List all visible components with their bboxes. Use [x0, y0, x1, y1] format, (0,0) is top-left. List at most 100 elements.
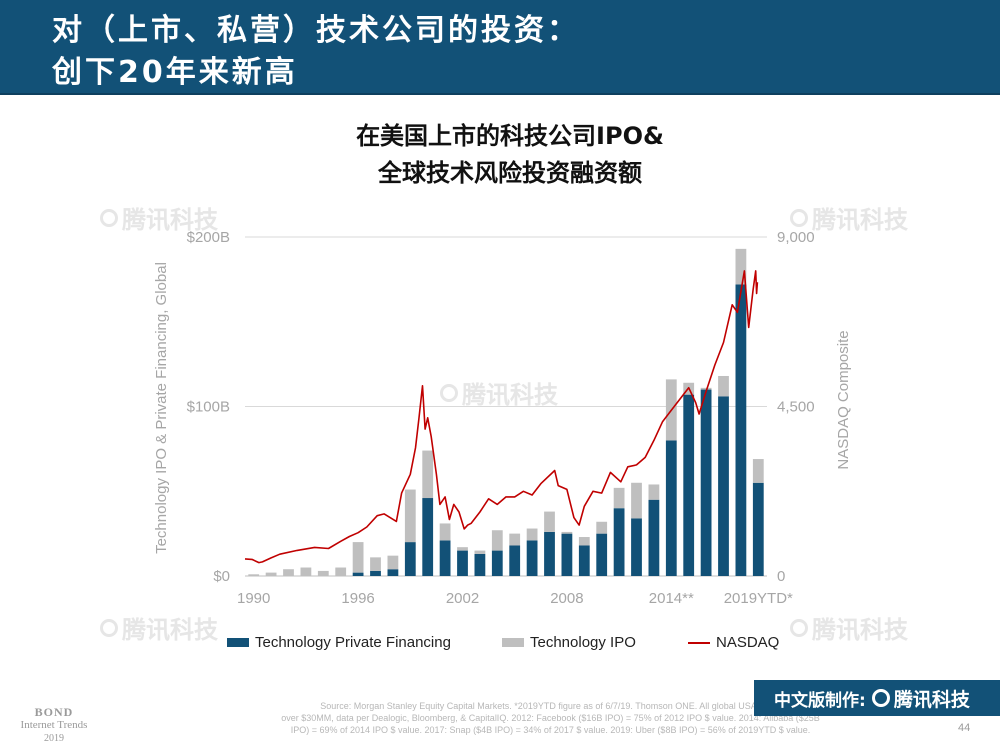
bar-private-financing [718, 396, 729, 576]
bar-ipo [613, 487, 625, 509]
source-line: over $30MM, data per Dealogic, Bloomberg… [281, 713, 820, 723]
bar-ipo [300, 567, 312, 576]
chart-title-line-1: 在美国上市的科技公司IPO& [356, 122, 664, 150]
slide-title-line-2: 创下20年来新高 [52, 55, 298, 90]
bond-logo-subtitle: Internet Trends [20, 719, 88, 731]
bar-private-financing [457, 550, 468, 576]
chart-legend: Technology Private Financing Technology … [0, 634, 1000, 656]
legend-swatch-ipo [502, 638, 524, 647]
legend-swatch-private-financing [227, 638, 249, 647]
x-tick-label: 2019YTD* [724, 590, 793, 607]
bar-ipo [457, 547, 468, 551]
bar-ipo [735, 248, 747, 285]
tencent-logo-icon [871, 689, 890, 707]
bar-ipo [752, 459, 764, 483]
legend-label: NASDAQ [716, 634, 780, 651]
bar-ipo [648, 484, 660, 500]
legend-label: Technology IPO [530, 634, 636, 651]
watermark-logo: 腾讯科技 [440, 375, 558, 410]
legend-item-private-financing: Technology Private Financing [227, 634, 451, 651]
bar-private-financing [752, 482, 764, 576]
chart-title-line-2: 全球技术风险投资融资额 [378, 159, 642, 187]
bar-ipo [474, 550, 486, 554]
bar-ipo [596, 521, 608, 534]
y-tick-label-left: $200B [187, 229, 230, 246]
source-line: Source: Morgan Stanley Equity Capital Ma… [320, 701, 781, 711]
bar-ipo [422, 450, 434, 499]
bar-private-financing [613, 508, 625, 576]
y-tick-label-right: 4,500 [777, 399, 815, 416]
y-axis-title-left: Technology IPO & Private Financing, Glob… [153, 262, 170, 554]
bar-ipo [509, 533, 521, 546]
bar-private-financing [387, 569, 399, 576]
watermark-circle-icon [440, 383, 458, 402]
bar-private-financing [631, 518, 642, 576]
bond-logo-year: 2019 [44, 733, 64, 744]
slide-header: 对（上市、私营）技术公司的投资： 创下20年来新高 [0, 0, 1000, 95]
x-tick-label: 1996 [341, 590, 374, 607]
bar-ipo [248, 574, 260, 576]
watermark-logo: 腾讯科技 [100, 200, 218, 235]
watermark-circle-icon [100, 618, 118, 637]
legend-item-ipo: Technology IPO [502, 634, 636, 651]
bar-ipo [631, 482, 642, 519]
bar-private-financing [544, 531, 555, 576]
bar-private-financing [526, 540, 538, 576]
watermark-circle-icon [790, 618, 808, 637]
y-tick-label-left: $100B [187, 399, 230, 416]
y-axis-title-right: NASDAQ Composite [835, 330, 852, 469]
bond-logo: BOND Internet Trends 2019 [18, 706, 90, 745]
bar-private-financing [735, 284, 747, 576]
bar-ipo [544, 511, 555, 532]
bar-private-financing [683, 394, 695, 576]
bar-ipo [718, 375, 729, 397]
x-tick-label: 1990 [237, 590, 270, 607]
y-tick-label-left: $0 [213, 568, 230, 585]
bar-private-financing [439, 540, 451, 576]
bar-ipo [352, 542, 364, 573]
bar-private-financing [561, 533, 573, 576]
watermark-logo: 腾讯科技 [790, 610, 908, 645]
page-number: 44 [958, 722, 971, 734]
bar-private-financing [509, 545, 521, 576]
badge-text: 中文版制作: [774, 690, 866, 711]
bar-ipo [317, 570, 329, 576]
bar-ipo [439, 523, 451, 541]
nasdaq-line [244, 270, 759, 564]
y-tick-label-right: 9,000 [777, 229, 815, 246]
bar-ipo [370, 557, 381, 571]
badge-brand: 腾讯科技 [893, 688, 970, 711]
bar-private-financing [404, 542, 416, 576]
slide-title-line-1: 对（上市、私营）技术公司的投资： [52, 13, 580, 48]
bond-logo-title: BOND [34, 705, 74, 719]
bar-ipo [491, 530, 503, 551]
x-tick-label: 2008 [550, 590, 583, 607]
watermark-logo: 腾讯科技 [790, 200, 908, 235]
bar-ipo [387, 555, 399, 570]
bar-private-financing [422, 498, 434, 576]
bar-private-financing [648, 499, 660, 576]
bar-ipo [578, 537, 590, 546]
source-note: Source: Morgan Stanley Equity Capital Ma… [258, 700, 843, 736]
x-tick-label: 2014** [649, 590, 694, 607]
bar-ipo [526, 528, 538, 541]
bar-private-financing [474, 553, 486, 576]
bar-private-financing [700, 389, 712, 576]
y-tick-label-right: 0 [777, 568, 785, 585]
bar-private-financing [596, 533, 608, 576]
watermark-circle-icon [100, 208, 118, 227]
bar-private-financing [665, 440, 677, 576]
bar-ipo [283, 569, 294, 576]
bar-private-financing [370, 570, 381, 576]
bar-private-financing [491, 550, 503, 576]
bar-ipo [561, 531, 573, 534]
watermark-logo: 腾讯科技 [100, 610, 218, 645]
legend-item-nasdaq: NASDAQ [688, 634, 779, 651]
watermark-circle-icon [790, 208, 808, 227]
bar-private-financing [352, 572, 364, 576]
source-line: IPO) = 69% of 2014 IPO $ value. 2017: Sn… [290, 725, 811, 735]
translation-credit-badge: 中文版制作: 腾讯科技 [754, 680, 1000, 716]
x-tick-label: 2002 [446, 590, 479, 607]
bar-ipo [700, 387, 712, 390]
